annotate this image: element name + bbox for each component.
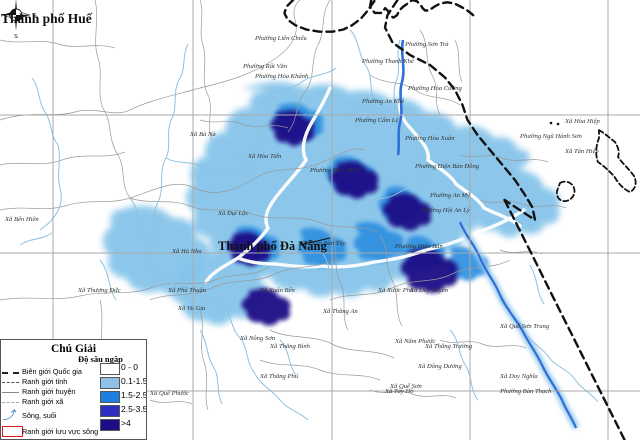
svg-text:Phường An Khê: Phường An Khê (361, 98, 404, 105)
svg-text:Xã Hòa Hiệp: Xã Hòa Hiệp (564, 118, 600, 125)
svg-text:Thành phố Huế: Thành phố Huế (1, 11, 93, 26)
svg-text:Xã Xước Phú: Xã Xước Phú (377, 287, 414, 294)
svg-text:Phường Hòa Cường: Phường Hòa Cường (407, 85, 462, 92)
svg-text:Xã Bà Nà: Xã Bà Nà (189, 131, 216, 138)
svg-text:Xã Duy Nghĩa: Xã Duy Nghĩa (499, 373, 538, 380)
svg-text:Xã Đại Lộc: Xã Đại Lộc (217, 210, 248, 217)
svg-text:Xã Hòa Tiến: Xã Hòa Tiến (247, 153, 282, 160)
svg-text:Xã Phú Thuận: Xã Phú Thuận (167, 287, 207, 294)
svg-text:Phường Điện Bàn: Phường Điện Bàn (394, 243, 443, 250)
svg-text:Xã Hà Nha: Xã Hà Nha (171, 248, 202, 255)
svg-text:Xã Thăng Bình: Xã Thăng Bình (269, 343, 311, 350)
svg-text:Phường Thanh Khê: Phường Thanh Khê (361, 58, 414, 65)
svg-text:Phường Liên Chiểu: Phường Liên Chiểu (254, 35, 308, 42)
svg-text:Thành phố Đà Nẵng: Thành phố Đà Nẵng (218, 239, 327, 253)
svg-text:Xã Duy Xuyên: Xã Duy Xuyên (409, 287, 449, 294)
svg-text:Xã Nông Sơn: Xã Nông Sơn (239, 335, 276, 342)
svg-text:Xã Thượng Đức: Xã Thượng Đức (77, 287, 121, 294)
svg-text:Xã Thăng Trường: Xã Thăng Trường (424, 343, 473, 350)
svg-text:Xã Xuân Bến: Xã Xuân Bến (259, 287, 295, 294)
svg-text:Phường Cẩm Lệ: Phường Cẩm Lệ (354, 117, 398, 124)
svg-text:Xã Thăng Phú: Xã Thăng Phú (259, 373, 299, 380)
svg-text:Xã Tân Hiệp: Xã Tân Hiệp (564, 148, 599, 155)
svg-text:Xã Thăng An: Xã Thăng An (322, 308, 358, 315)
svg-text:Phường Điện Bàn Đông: Phường Điện Bàn Đông (414, 163, 480, 170)
svg-text:Xã Quế Sơn Trung: Xã Quế Sơn Trung (499, 323, 550, 330)
svg-text:Phường Hòa Xuân: Phường Hòa Xuân (404, 135, 455, 142)
svg-text:Phường Hội An Lý: Phường Hội An Lý (419, 207, 470, 214)
svg-text:Phường Sơn Trà: Phường Sơn Trà (404, 41, 449, 48)
svg-text:Phường An Mỹ: Phường An Mỹ (429, 192, 471, 199)
svg-text:Xã Tây Hồ: Xã Tây Hồ (384, 388, 414, 395)
svg-text:Xã Quế Phước: Xã Quế Phước (149, 390, 189, 397)
svg-text:Phường Bàn Thạch: Phường Bàn Thạch (499, 388, 552, 395)
svg-text:Phường Rất Văn: Phường Rất Văn (242, 63, 288, 70)
svg-text:Phường Hòa Khánh: Phường Hòa Khánh (254, 73, 309, 80)
svg-text:Xã Bến Hiên: Xã Bến Hiên (4, 216, 39, 223)
svg-text:Xã Vu Gia: Xã Vu Gia (177, 305, 206, 312)
svg-text:Phường Điện Minh: Phường Điện Minh (309, 167, 362, 174)
svg-text:Xã Đông Dương: Xã Đông Dương (417, 363, 462, 370)
svg-text:S: S (14, 34, 18, 40)
svg-text:Phường Ngũ Hành Sơn: Phường Ngũ Hành Sơn (519, 133, 582, 140)
